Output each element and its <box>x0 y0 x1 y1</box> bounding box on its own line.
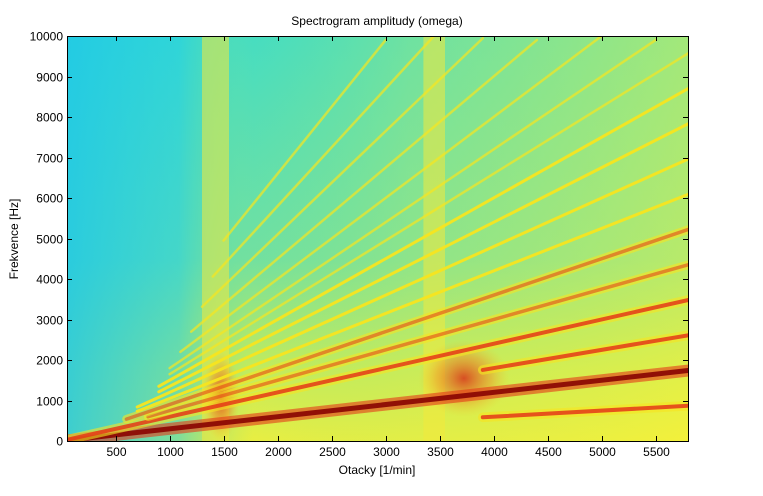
y-tick-label: 0 <box>56 435 63 449</box>
order-line <box>179 36 603 354</box>
x-tick-label: 5000 <box>589 445 616 459</box>
x-tick-label: 2000 <box>265 445 292 459</box>
y-tick-label: 10000 <box>30 30 64 44</box>
plot-area <box>67 36 688 441</box>
x-tick-label: 500 <box>106 445 126 459</box>
y-tick-label: 5000 <box>36 233 63 247</box>
y-axis: 0 1000 2000 3000 4000 5000 6000 7000 8000 9000 100… <box>30 30 688 449</box>
order-line <box>135 157 688 409</box>
order-line <box>124 227 688 421</box>
x-tick-label: 1000 <box>157 445 184 459</box>
order-line <box>157 122 688 394</box>
order-line <box>135 192 688 413</box>
y-tick-label: 2000 <box>36 354 63 368</box>
y-tick-label: 1000 <box>36 395 63 409</box>
x-tick-label: 3500 <box>427 445 454 459</box>
order-line <box>168 38 657 370</box>
order-line <box>480 333 688 372</box>
x-axis-label: Otacky [1/min] <box>339 463 416 477</box>
y-tick-label: 4000 <box>36 273 63 287</box>
order-line <box>67 368 688 441</box>
order-line <box>168 52 688 376</box>
x-tick-label: 4500 <box>535 445 562 459</box>
order-line <box>189 38 539 333</box>
order-line <box>200 36 485 308</box>
order-line <box>157 87 688 388</box>
chart-title: Spectrogram amplitudy (omega) <box>291 14 462 28</box>
y-tick-label: 8000 <box>36 111 63 125</box>
x-tick-label: 3000 <box>373 445 400 459</box>
order-line <box>222 38 387 242</box>
x-tick-label: 2500 <box>319 445 346 459</box>
y-tick-label: 7000 <box>36 152 63 166</box>
order-line <box>480 403 688 420</box>
x-tick-label: 4000 <box>481 445 508 459</box>
y-axis-label: Frekvence [Hz] <box>7 199 21 280</box>
y-tick-label: 3000 <box>36 314 63 328</box>
order-line <box>67 298 688 441</box>
x-tick-label: 5500 <box>643 445 670 459</box>
x-tick-label: 1500 <box>211 445 238 459</box>
y-tick-label: 6000 <box>36 192 63 206</box>
y-tick-label: 9000 <box>36 71 63 85</box>
order-line <box>146 263 688 419</box>
x-axis: 500 1000 1500 2000 2500 3000 3500 4000 4500 5000 5… <box>106 36 670 459</box>
order-line <box>211 36 436 278</box>
